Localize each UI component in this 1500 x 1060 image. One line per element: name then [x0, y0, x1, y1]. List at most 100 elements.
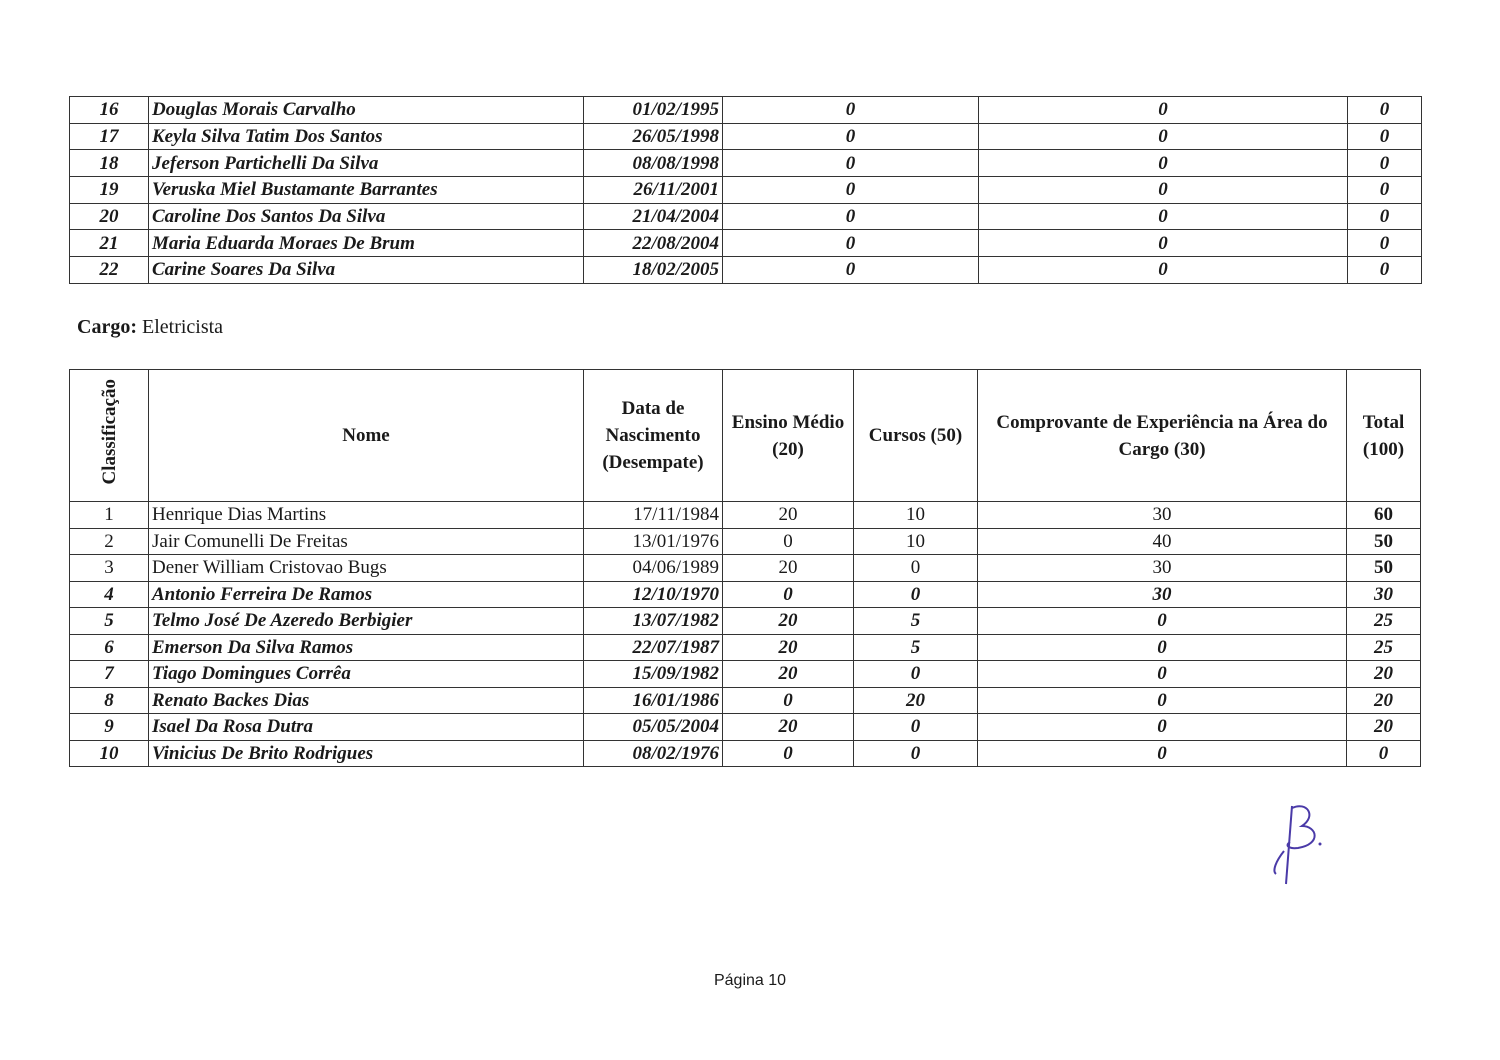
cell-birth-date: 26/11/2001	[583, 176, 723, 204]
cell-rank: 18	[69, 149, 149, 178]
cell-birth-date: 16/01/1986	[583, 686, 723, 714]
cell-name: Jeferson Partichelli Da Silva	[148, 149, 584, 178]
cell-name: Isael Da Rosa Dutra	[148, 713, 584, 741]
cell-birth-date: 04/06/1989	[583, 554, 723, 582]
cell-name: Maria Eduarda Moraes De Brum	[148, 229, 584, 258]
table-row: 3 Dener William Cristovao Bugs 04/06/1989 2…	[69, 554, 1421, 582]
cell-total: 0	[1347, 122, 1422, 151]
cell-name: Henrique Dias Martins	[148, 501, 584, 529]
cell-comprovante: 30	[977, 554, 1347, 582]
table-row: 4 Antonio Ferreira De Ramos 12/10/1970 0 0 30…	[69, 580, 1421, 608]
cell-birth-date: 18/02/2005	[583, 256, 723, 284]
candidates-table-continued: 16 Douglas Morais Carvalho 01/02/1995 0 0 0 17…	[69, 96, 1422, 284]
cell-name: Douglas Morais Carvalho	[148, 96, 584, 124]
cell-rank: 7	[69, 660, 149, 688]
cell-total: 25	[1346, 607, 1421, 635]
cell-rank: 17	[69, 122, 149, 151]
cell-total: 30	[1346, 580, 1421, 608]
cell-birth-date: 01/02/1995	[583, 96, 723, 124]
cell-comprovante: 30	[977, 501, 1347, 529]
cell-birth-date: 17/11/1984	[583, 501, 723, 529]
cell-comprovante: 0	[977, 660, 1347, 688]
cell-total: 0	[1347, 149, 1422, 178]
cell-ensino: 0	[722, 686, 854, 714]
table-row: 20 Caroline Dos Santos Da Silva 21/04/2004…	[69, 202, 1422, 231]
cell-name: Renato Backes Dias	[148, 686, 584, 714]
cell-name: Antonio Ferreira De Ramos	[148, 580, 584, 608]
cell-ensino: 0	[722, 96, 979, 124]
cell-rank: 6	[69, 633, 149, 661]
cell-cursos: 0	[853, 713, 978, 741]
cell-rank: 4	[69, 580, 149, 608]
cell-cursos: 5	[853, 607, 978, 635]
cell-total: 0	[1347, 96, 1422, 124]
cargo-value: Eletricista	[141, 316, 224, 338]
cell-total: 0	[1346, 739, 1421, 767]
cell-total: 60	[1346, 501, 1421, 529]
cell-cursos: 0	[853, 554, 978, 582]
header-cursos: Cursos (50)	[853, 369, 978, 502]
cell-ensino: 20	[722, 501, 854, 529]
cell-total: 25	[1346, 633, 1421, 661]
cell-cursos: 0	[853, 660, 978, 688]
cell-ensino: 0	[722, 202, 979, 231]
cell-rank: 16	[69, 96, 149, 124]
cell-rank: 1	[69, 501, 149, 529]
cell-ensino: 0	[722, 580, 854, 608]
cell-cursos: 5	[853, 633, 978, 661]
cell-rank: 9	[69, 713, 149, 741]
cell-ensino: 20	[722, 660, 854, 688]
cell-birth-date: 08/08/1998	[583, 149, 723, 178]
table-row: 19 Veruska Miel Bustamante Barrantes 26/11…	[69, 176, 1422, 204]
cell-ensino: 0	[722, 229, 979, 258]
cell-name: Carine Soares Da Silva	[148, 256, 584, 284]
cell-ensino: 0	[722, 149, 979, 178]
cell-rank: 3	[69, 554, 149, 582]
cell-name: Keyla Silva Tatim Dos Santos	[148, 122, 584, 151]
cell-comprovante: 0	[977, 739, 1347, 767]
cell-comprovante: 0	[978, 96, 1348, 124]
cell-name: Tiago Domingues Corrêa	[148, 660, 584, 688]
table-row: 9 Isael Da Rosa Dutra 05/05/2004 20 0 0 20	[69, 713, 1421, 741]
cell-birth-date: 22/08/2004	[583, 229, 723, 258]
cell-rank: 20	[69, 202, 149, 231]
signature	[1273, 805, 1322, 885]
cell-total: 20	[1346, 686, 1421, 714]
header-total: Total (100)	[1346, 369, 1421, 502]
cell-birth-date: 26/05/1998	[583, 122, 723, 151]
header-ensino-medio: Ensino Médio (20)	[722, 369, 854, 502]
cell-birth-date: 05/05/2004	[583, 713, 723, 741]
cell-comprovante: 0	[977, 607, 1347, 635]
cell-birth-date: 15/09/1982	[583, 660, 723, 688]
table-row: 2 Jair Comunelli De Freitas 13/01/1976 0 10 4…	[69, 527, 1421, 555]
table-row: 21 Maria Eduarda Moraes De Brum 22/08/2004…	[69, 229, 1422, 258]
eletricista-table: Classificação Nome Data de Nascimento (D…	[69, 369, 1421, 767]
table-row: 5 Telmo José De Azeredo Berbigier 13/07/19…	[69, 607, 1421, 635]
table-row: 17 Keyla Silva Tatim Dos Santos 26/05/1998…	[69, 122, 1422, 151]
header-text: Classificação	[98, 378, 120, 485]
cell-cursos: 0	[853, 580, 978, 608]
table-row: 18 Jeferson Partichelli Da Silva 08/08/199…	[69, 149, 1422, 178]
page-number: Página 10	[713, 972, 787, 989]
header-data-nascimento: Data de Nascimento (Desempate)	[583, 369, 723, 502]
cell-name: Jair Comunelli De Freitas	[148, 527, 584, 555]
table-row: 10 Vinicius De Brito Rodrigues 08/02/1976 0…	[69, 739, 1421, 767]
table-row: 7 Tiago Domingues Corrêa 15/09/1982 20 0 0 20	[69, 660, 1421, 688]
header-classificacao: Classificação	[69, 369, 149, 502]
cell-comprovante: 0	[978, 149, 1348, 178]
cell-comprovante: 0	[978, 202, 1348, 231]
cell-comprovante: 0	[977, 686, 1347, 714]
cell-comprovante: 40	[977, 527, 1347, 555]
cell-cursos: 10	[853, 501, 978, 529]
cell-total: 0	[1347, 229, 1422, 258]
cell-total: 50	[1346, 554, 1421, 582]
cell-ensino: 0	[722, 256, 979, 284]
cell-ensino: 0	[722, 176, 979, 204]
header-nome: Nome	[148, 369, 584, 502]
cell-ensino: 0	[722, 527, 854, 555]
cargo-label: Cargo: Eletricista	[77, 316, 223, 339]
cell-birth-date: 21/04/2004	[583, 202, 723, 231]
cell-total: 50	[1346, 527, 1421, 555]
cell-ensino: 20	[722, 607, 854, 635]
